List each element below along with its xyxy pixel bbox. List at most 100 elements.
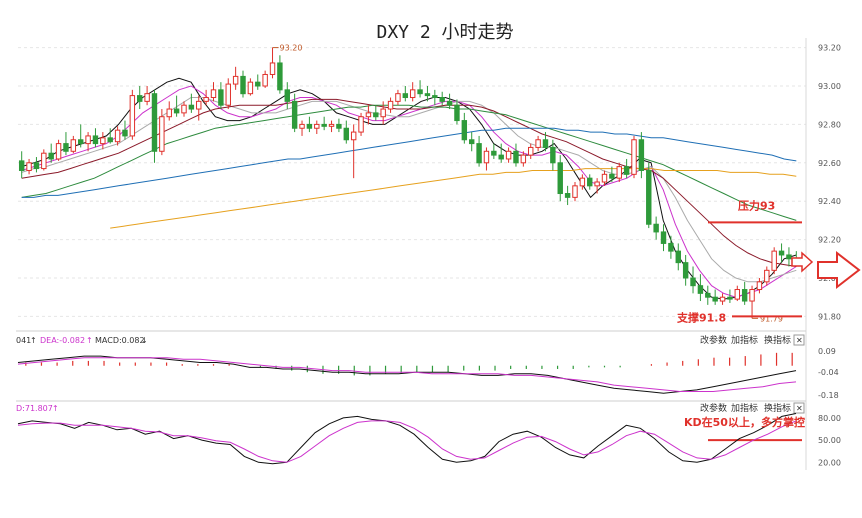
macd-dea-label: DEA:-0.082 xyxy=(40,336,85,345)
chart-title: DXY 2 小时走势 xyxy=(376,22,513,43)
candle-body xyxy=(166,108,172,118)
candle-body xyxy=(638,139,645,171)
candle-body xyxy=(483,150,490,164)
candle-body xyxy=(129,95,136,137)
candle-body xyxy=(542,139,549,148)
candle-body xyxy=(771,250,777,271)
moving-average-line xyxy=(21,127,797,198)
price-tick-label: 91.80 xyxy=(818,312,841,321)
candle-body xyxy=(417,89,423,95)
candle-body xyxy=(107,137,113,143)
candle-body xyxy=(550,146,556,164)
macd-tick-label: -0.04 xyxy=(818,368,839,377)
candle-body xyxy=(424,93,431,97)
candle-body xyxy=(48,152,54,160)
candle-body xyxy=(269,62,276,75)
macd-lines xyxy=(17,355,797,394)
kd-d-line xyxy=(17,420,797,463)
candle-body xyxy=(505,150,512,160)
candle-body xyxy=(778,250,785,256)
up-arrow-icon: ↑ xyxy=(86,336,93,345)
candle-body xyxy=(336,123,342,129)
price-tick-label: 93.00 xyxy=(818,82,841,91)
right-arrow-icon xyxy=(817,250,861,290)
candle-body xyxy=(387,100,394,110)
annotations: 93.20 91.79 压力93 支撑91.8 xyxy=(272,44,802,324)
price-tick-label: 92.60 xyxy=(818,159,841,168)
candle-body xyxy=(380,108,386,118)
macd-panel: 041 ↑ DEA:-0.082 ↑ MACD:0.082 ↓ 改参数 加指标 … xyxy=(16,330,839,400)
candle-body xyxy=(409,89,416,99)
candle-body xyxy=(741,289,748,302)
candle-body xyxy=(461,120,468,141)
macd-close-button[interactable] xyxy=(793,334,805,346)
price-tick-label: 93.20 xyxy=(818,44,841,53)
candle-body xyxy=(749,289,755,302)
candle-body xyxy=(668,242,674,252)
macd-tick-label: -0.18 xyxy=(818,391,839,400)
candle-body xyxy=(92,135,99,145)
kd-close-button[interactable] xyxy=(793,402,805,414)
candle-body xyxy=(144,93,150,102)
candle-body xyxy=(100,137,106,145)
kd-annotation: KD在50以上，多方掌控 xyxy=(684,415,805,429)
candle-body xyxy=(623,166,630,175)
candle-body xyxy=(468,139,475,145)
candle-body xyxy=(579,177,586,187)
down-arrow-icon: ↓ xyxy=(141,336,148,345)
candle-body xyxy=(255,81,261,87)
price-panel: 93.2093.0092.8092.6092.4092.2092.0091.80… xyxy=(18,38,861,470)
candle-body xyxy=(498,154,504,160)
kd-axis: 80.00 50.00 20.00 xyxy=(708,414,841,467)
candle-body xyxy=(660,231,667,244)
candle-body xyxy=(18,160,25,171)
kd-switch-indicator-button[interactable]: 换指标 xyxy=(764,402,791,414)
macd-tick-label: 0.09 xyxy=(818,347,836,356)
moving-average-line xyxy=(21,104,797,221)
candle-body xyxy=(395,93,401,102)
candle-body xyxy=(682,262,689,279)
macd-value-label: MACD:0.082 xyxy=(95,336,145,345)
candle-body xyxy=(173,108,180,114)
macd-add-indicator-button[interactable]: 加指标 xyxy=(731,334,758,346)
kd-tick-label: 50.00 xyxy=(818,436,841,445)
candle-body xyxy=(137,95,143,102)
resistance-label: 压力93 xyxy=(738,198,775,212)
macd-axis: 0.09 -0.04 -0.18 xyxy=(818,347,839,400)
candle-body xyxy=(210,89,217,99)
candle-body xyxy=(609,173,615,179)
candle-body xyxy=(439,97,445,102)
moving-average-lines xyxy=(21,77,797,300)
moving-average-line xyxy=(110,168,797,229)
candle-body xyxy=(299,123,305,129)
candle-body xyxy=(240,75,246,95)
candle-body xyxy=(476,143,482,164)
kd-k-line xyxy=(17,413,797,465)
candle-body xyxy=(343,127,350,141)
candle-body xyxy=(528,146,534,156)
candle-body xyxy=(277,62,283,91)
candle-body xyxy=(181,104,187,114)
candle-body xyxy=(594,181,600,187)
kd-params-button[interactable]: 改参数 xyxy=(700,402,727,414)
candlesticks xyxy=(18,47,800,319)
kd-add-indicator-button[interactable]: 加指标 xyxy=(731,402,758,414)
macd-switch-indicator-button[interactable]: 换指标 xyxy=(764,334,791,346)
candle-body xyxy=(321,123,327,127)
candle-body xyxy=(350,131,357,141)
candle-body xyxy=(786,254,792,260)
candle-body xyxy=(159,116,165,152)
candle-body xyxy=(432,95,438,99)
moving-average-line xyxy=(21,97,797,283)
candle-body xyxy=(454,104,460,122)
candle-body xyxy=(122,129,128,137)
candle-body xyxy=(572,185,578,198)
macd-params-button[interactable]: 改参数 xyxy=(700,334,727,346)
kd-panel: D:71.807 ↑ 改参数 加指标 换指标 ✕ 80.00 50.00 20.00… xyxy=(16,400,841,467)
candle-body xyxy=(218,89,224,106)
candle-body xyxy=(328,123,335,127)
candle-body xyxy=(616,166,622,179)
support-label: 支撑91.8 xyxy=(676,310,726,324)
candle-body xyxy=(26,162,32,171)
